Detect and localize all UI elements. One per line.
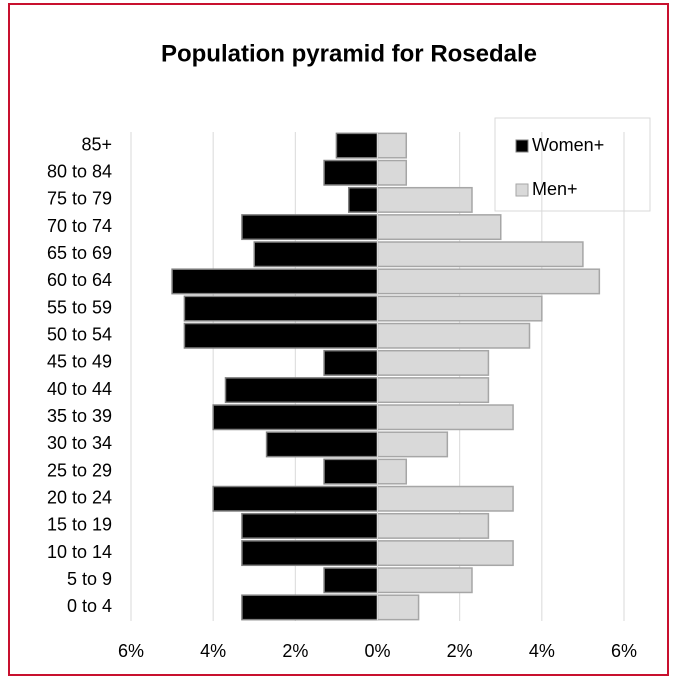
bar [323, 159, 379, 186]
bar [376, 567, 473, 594]
x-tick-label: 2% [282, 641, 308, 661]
bar [376, 322, 531, 349]
bar [376, 186, 473, 213]
x-tick-label: 0% [364, 641, 390, 661]
x-tick-label: 4% [200, 641, 226, 661]
bar [241, 594, 379, 621]
y-tick-label: 80 to 84 [47, 162, 112, 182]
y-tick-label: 75 to 79 [47, 189, 112, 209]
legend-label: Men+ [532, 179, 578, 199]
bar [241, 540, 379, 567]
bar [376, 431, 449, 458]
y-tick-label: 85+ [81, 134, 112, 154]
y-tick-label: 40 to 44 [47, 379, 112, 399]
bar [376, 485, 514, 512]
bar [376, 214, 502, 241]
x-tick-label: 4% [529, 641, 555, 661]
legend-swatch [515, 183, 529, 197]
y-tick-label: 70 to 74 [47, 216, 112, 236]
bar [253, 241, 379, 268]
bar [376, 268, 601, 295]
bar [376, 512, 490, 539]
x-tick-label: 6% [611, 641, 637, 661]
bar [323, 567, 379, 594]
legend-swatch [515, 139, 529, 153]
y-tick-label: 0 to 4 [67, 596, 112, 616]
bar [376, 241, 584, 268]
bar [212, 404, 379, 431]
bar [376, 540, 514, 567]
bar [171, 268, 379, 295]
bar [376, 594, 420, 621]
y-tick-label: 55 to 59 [47, 297, 112, 317]
bar [376, 349, 490, 376]
bar [323, 349, 379, 376]
bar [183, 322, 379, 349]
y-tick-label: 35 to 39 [47, 406, 112, 426]
bar [323, 458, 379, 485]
y-tick-label: 20 to 24 [47, 488, 112, 508]
legend-label: Women+ [532, 135, 604, 155]
y-tick-label: 30 to 34 [47, 433, 112, 453]
y-tick-label: 15 to 19 [47, 515, 112, 535]
y-tick-label: 60 to 64 [47, 270, 112, 290]
bar [376, 295, 543, 322]
bar [376, 458, 408, 485]
y-tick-label: 45 to 49 [47, 352, 112, 372]
y-tick-label: 5 to 9 [67, 569, 112, 589]
x-tick-label: 6% [118, 641, 144, 661]
y-tick-label: 25 to 29 [47, 460, 112, 480]
bar [241, 512, 379, 539]
chart-title: Population pyramid for Rosedale [161, 40, 537, 67]
bar [212, 485, 379, 512]
bar [376, 404, 514, 431]
bar [376, 377, 490, 404]
bar [224, 377, 379, 404]
bar [183, 295, 379, 322]
bar [376, 132, 408, 159]
bar [376, 159, 408, 186]
y-tick-label: 65 to 69 [47, 243, 112, 263]
y-tick-label: 10 to 14 [47, 542, 112, 562]
y-tick-label: 50 to 54 [47, 325, 112, 345]
bar [241, 214, 379, 241]
x-tick-label: 2% [447, 641, 473, 661]
bar [265, 431, 379, 458]
bar [335, 132, 379, 159]
bar [347, 186, 379, 213]
